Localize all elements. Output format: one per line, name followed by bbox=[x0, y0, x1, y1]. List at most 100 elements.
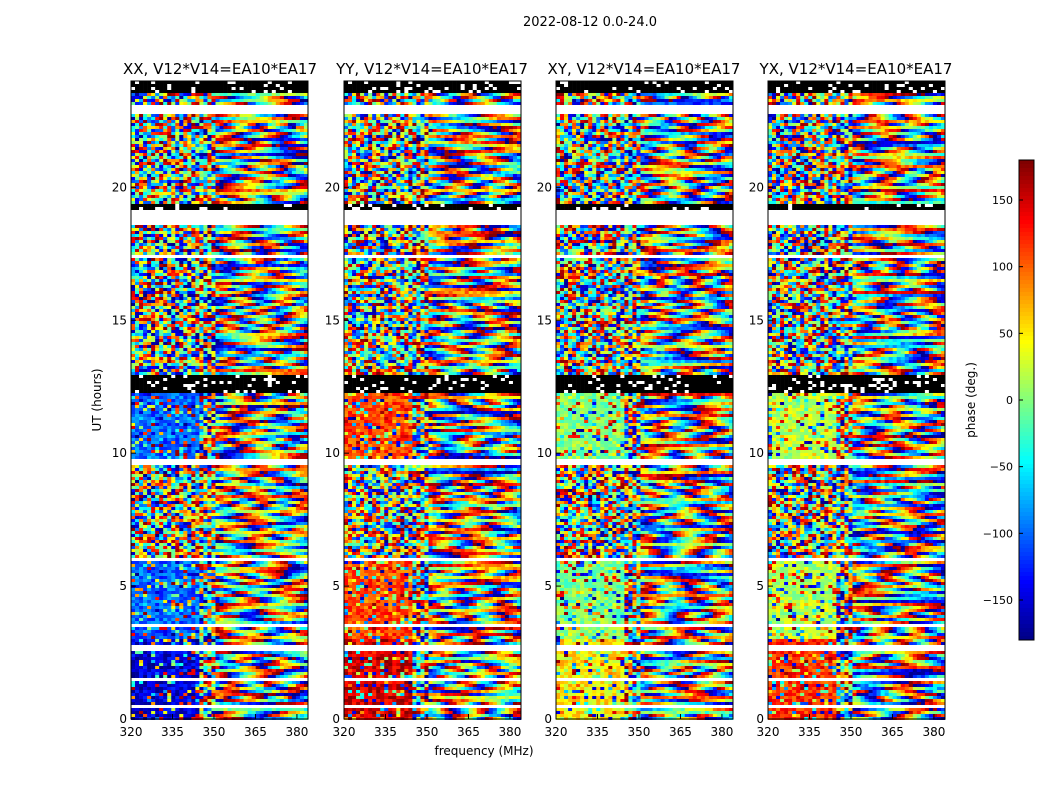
y-tick-label: 5 bbox=[756, 579, 764, 593]
colorbar-segment bbox=[1019, 452, 1034, 457]
colorbar-segment bbox=[1019, 552, 1034, 557]
colorbar-segment bbox=[1019, 460, 1034, 465]
colorbar-segment bbox=[1019, 348, 1034, 353]
panel-title: YX, V12*V14=EA10*EA17 bbox=[759, 60, 953, 78]
y-tick-label: 5 bbox=[119, 579, 127, 593]
colorbar-segment bbox=[1019, 208, 1034, 213]
colorbar-segment bbox=[1019, 332, 1034, 337]
colorbar-segment bbox=[1019, 540, 1034, 545]
y-tick-label: 10 bbox=[749, 446, 764, 460]
colorbar-segment bbox=[1019, 556, 1034, 561]
colorbar-segment bbox=[1019, 624, 1034, 629]
axes-frame bbox=[767, 80, 946, 720]
colorbar-segment bbox=[1019, 328, 1034, 333]
colorbar-segment bbox=[1019, 584, 1034, 589]
colorbar-segment bbox=[1019, 476, 1034, 481]
colorbar-segment bbox=[1019, 572, 1034, 577]
colorbar-segment bbox=[1019, 252, 1034, 257]
colorbar-segment bbox=[1019, 384, 1034, 389]
colorbar-segment bbox=[1019, 408, 1034, 413]
x-tick-label: 380 bbox=[285, 725, 308, 739]
colorbar-segment bbox=[1019, 324, 1034, 329]
colorbar-segment bbox=[1019, 272, 1034, 277]
colorbar-segment bbox=[1019, 216, 1034, 221]
colorbar-segment bbox=[1019, 336, 1034, 341]
colorbar-segment bbox=[1019, 492, 1034, 497]
colorbar-segment bbox=[1019, 612, 1034, 617]
x-tick-label: 320 bbox=[757, 725, 780, 739]
panel-title: XY, V12*V14=EA10*EA17 bbox=[548, 60, 741, 78]
colorbar-segment bbox=[1019, 412, 1034, 417]
x-tick-label: 335 bbox=[798, 725, 821, 739]
colorbar-label: phase (deg.) bbox=[964, 362, 978, 438]
colorbar-segment bbox=[1019, 468, 1034, 473]
panel-title: XX, V12*V14=EA10*EA17 bbox=[123, 60, 317, 78]
colorbar-segment bbox=[1019, 312, 1034, 317]
x-tick-label: 380 bbox=[922, 725, 945, 739]
colorbar-segment bbox=[1019, 608, 1034, 613]
x-tick-label: 380 bbox=[498, 725, 521, 739]
colorbar-segment bbox=[1019, 288, 1034, 293]
axes-frame bbox=[130, 80, 309, 720]
colorbar-segment bbox=[1019, 240, 1034, 245]
colorbar-segment bbox=[1019, 404, 1034, 409]
suptitle: 2022-08-12 0.0-24.0 bbox=[523, 15, 657, 30]
colorbar-tick-label: 50 bbox=[999, 327, 1013, 340]
colorbar-segment bbox=[1019, 544, 1034, 549]
colorbar-segment bbox=[1019, 172, 1034, 177]
x-tick-label: 335 bbox=[161, 725, 184, 739]
colorbar-segment bbox=[1019, 248, 1034, 253]
colorbar-segment bbox=[1019, 400, 1034, 405]
colorbar-segment bbox=[1019, 516, 1034, 521]
y-axis-label: UT (hours) bbox=[90, 368, 104, 431]
x-tick-label: 365 bbox=[244, 725, 267, 739]
colorbar-segment bbox=[1019, 560, 1034, 565]
colorbar-segment bbox=[1019, 508, 1034, 513]
colorbar-segment bbox=[1019, 380, 1034, 385]
colorbar-tick-label: −50 bbox=[990, 461, 1013, 474]
y-tick-label: 20 bbox=[325, 180, 340, 194]
y-tick-label: 15 bbox=[749, 313, 764, 327]
colorbar-tick-label: 100 bbox=[992, 261, 1013, 274]
colorbar-segment bbox=[1019, 308, 1034, 313]
colorbar-segment bbox=[1019, 264, 1034, 269]
colorbar-segment bbox=[1019, 168, 1034, 173]
x-tick-label: 365 bbox=[881, 725, 904, 739]
colorbar-segment bbox=[1019, 200, 1034, 205]
colorbar-segment bbox=[1019, 236, 1034, 241]
x-tick-label: 320 bbox=[333, 725, 356, 739]
colorbar-segment bbox=[1019, 484, 1034, 489]
colorbar-segment bbox=[1019, 368, 1034, 373]
colorbar-segment bbox=[1019, 456, 1034, 461]
colorbar-segment bbox=[1019, 160, 1034, 165]
colorbar-segment bbox=[1019, 472, 1034, 477]
colorbar-segment bbox=[1019, 548, 1034, 553]
colorbar-segment bbox=[1019, 220, 1034, 225]
colorbar-segment bbox=[1019, 212, 1034, 217]
colorbar-segment bbox=[1019, 596, 1034, 601]
colorbar-segment bbox=[1019, 616, 1034, 621]
colorbar-segment bbox=[1019, 520, 1034, 525]
colorbar-segment bbox=[1019, 588, 1034, 593]
colorbar-segment bbox=[1019, 304, 1034, 309]
colorbar-segment bbox=[1019, 388, 1034, 393]
colorbar-segment bbox=[1019, 372, 1034, 377]
colorbar-segment bbox=[1019, 592, 1034, 597]
colorbar-segment bbox=[1019, 340, 1034, 345]
x-tick-label: 320 bbox=[545, 725, 568, 739]
colorbar-segment bbox=[1019, 628, 1034, 633]
colorbar-segment bbox=[1019, 600, 1034, 605]
colorbar-segment bbox=[1019, 436, 1034, 441]
colorbar-segment bbox=[1019, 224, 1034, 229]
colorbar-segment bbox=[1019, 276, 1034, 281]
colorbar-segment bbox=[1019, 532, 1034, 537]
x-tick-label: 335 bbox=[374, 725, 397, 739]
colorbar-segment bbox=[1019, 432, 1034, 437]
colorbar-segment bbox=[1019, 444, 1034, 449]
colorbar-segment bbox=[1019, 632, 1034, 637]
colorbar-segment bbox=[1019, 504, 1034, 509]
colorbar-segment bbox=[1019, 496, 1034, 501]
colorbar-tick-label: 150 bbox=[992, 194, 1013, 207]
y-tick-label: 0 bbox=[756, 712, 764, 726]
